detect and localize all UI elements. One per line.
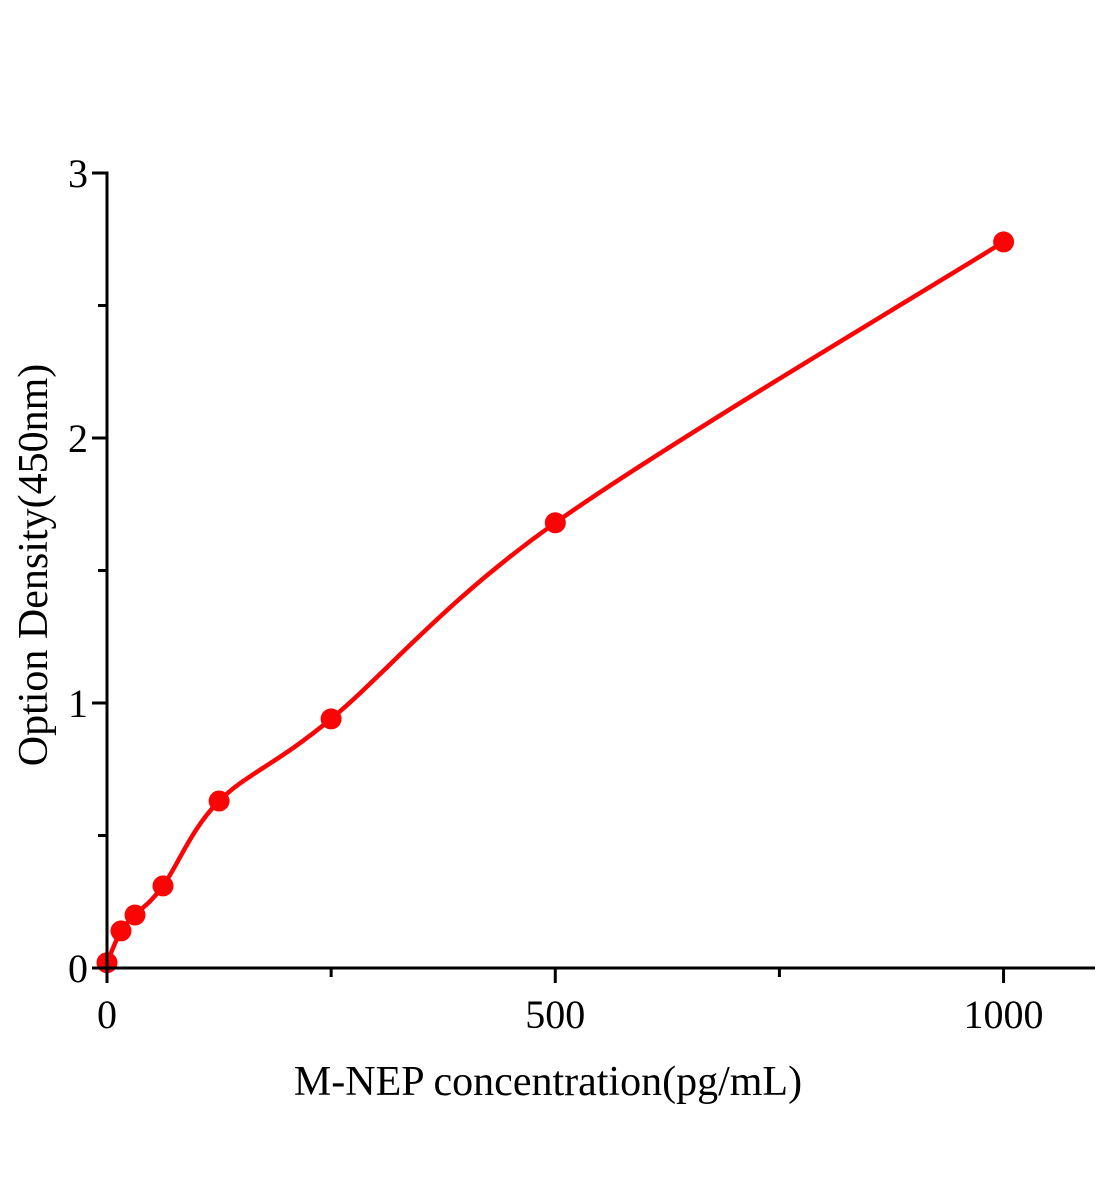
data-point-marker	[544, 512, 566, 534]
y-tick-label: 2	[68, 416, 88, 461]
axes-layer: 0 500 1000 0 1 2 3	[68, 151, 1095, 1037]
data-point-marker	[110, 920, 132, 942]
data-point-marker	[152, 875, 174, 897]
y-tick-label: 1	[68, 681, 88, 726]
data-point-marker	[208, 790, 230, 812]
data-point-marker	[124, 904, 146, 926]
data-point-marker	[320, 708, 342, 730]
y-tick-label: 3	[68, 151, 88, 196]
y-axis-title: Option Density(450nm)	[11, 364, 57, 766]
data-point-marker	[993, 231, 1015, 253]
x-tick-label: 500	[525, 992, 585, 1037]
standard-curve-line	[104, 239, 1006, 965]
series-layer	[96, 231, 1015, 974]
x-tick-label: 1000	[964, 992, 1044, 1037]
x-tick-label: 0	[97, 992, 117, 1037]
y-tick-label: 0	[68, 946, 88, 991]
x-axis-title: M-NEP concentration(pg/mL)	[294, 1059, 802, 1105]
